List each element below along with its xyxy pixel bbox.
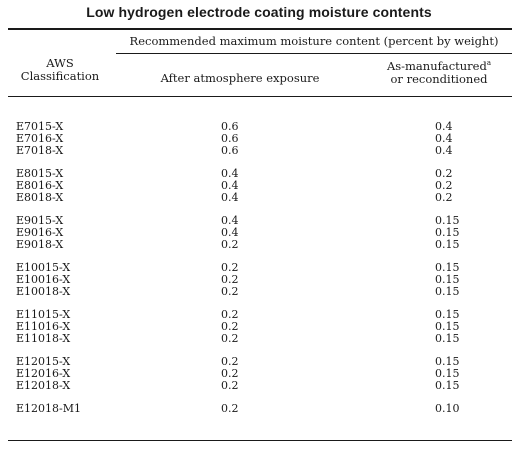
as-manufactured-header-line1: As-manufactureda <box>386 59 492 73</box>
after-exposure-cell: 0.6 <box>221 120 239 133</box>
after-exposure-cell: 0.4 <box>221 226 239 239</box>
as-manufactured-cell: 0.15 <box>435 238 460 251</box>
classification-cell: E8018-X <box>16 191 64 204</box>
column-group-header: Recommended maximum moisture content (pe… <box>129 34 499 48</box>
as-manufactured-cell: 0.15 <box>435 273 460 286</box>
classification-cell: E11015-X <box>16 308 71 321</box>
after-exposure-cell: 0.2 <box>221 355 239 368</box>
classification-cell: E7018-X <box>16 144 64 157</box>
table-row: E11018-X 0.2 0.15 <box>0 333 518 345</box>
classification-cell: E10018-X <box>16 285 71 298</box>
after-exposure-cell: 0.2 <box>221 261 239 274</box>
after-exposure-cell: 0.2 <box>221 379 239 392</box>
after-exposure-cell: 0.4 <box>221 214 239 227</box>
after-exposure-cell: 0.4 <box>221 179 239 192</box>
as-manufactured-cell: 0.15 <box>435 332 460 345</box>
after-exposure-cell: 0.2 <box>221 402 239 415</box>
as-manufactured-cell: 0.2 <box>435 179 453 192</box>
as-manufactured-header: As-manufactureda or reconditioned <box>370 57 508 86</box>
column-group-rule <box>116 53 512 54</box>
after-exposure-cell: 0.6 <box>221 144 239 157</box>
after-exposure-cell: 0.2 <box>221 367 239 380</box>
as-manufactured-cell: 0.15 <box>435 285 460 298</box>
as-manufactured-cell: 0.15 <box>435 320 460 333</box>
table-row: E11016-X 0.2 0.15 <box>0 321 518 333</box>
classification-cell: E12018-X <box>16 379 71 392</box>
as-manufactured-cell: 0.15 <box>435 379 460 392</box>
after-exposure-cell: 0.2 <box>221 332 239 345</box>
as-manufactured-cell: 0.2 <box>435 167 453 180</box>
aws-classification-header: AWS Classification <box>12 57 108 83</box>
after-exposure-cell: 0.2 <box>221 320 239 333</box>
classification-cell: E12015-X <box>16 355 71 368</box>
classification-cell: E11018-X <box>16 332 71 345</box>
after-exposure-cell: 0.4 <box>221 167 239 180</box>
as-manufactured-cell: 0.4 <box>435 120 453 133</box>
as-manufactured-cell: 0.10 <box>435 402 460 415</box>
table-row: E12018-X 0.2 0.15 <box>0 380 518 392</box>
row-group: E12018-M1 0.2 0.10 <box>0 403 518 415</box>
table-row: E7015-X 0.6 0.4 <box>0 121 518 133</box>
classification-cell: E9018-X <box>16 238 64 251</box>
after-exposure-cell: 0.4 <box>221 191 239 204</box>
table-row: E10016-X 0.2 0.15 <box>0 274 518 286</box>
row-group: E11015-X 0.2 0.15 E11016-X 0.2 0.15 E11018-X 0.… <box>0 309 518 345</box>
table-body: E7015-X 0.6 0.4 E7016-X 0.6 0.4 E7018-X 0.6 0.4 E… <box>0 121 518 426</box>
table-row: E8015-X 0.4 0.2 <box>0 168 518 180</box>
as-manufactured-cell: 0.15 <box>435 355 460 368</box>
table-row: E10015-X 0.2 0.15 <box>0 262 518 274</box>
table-row: E9015-X 0.4 0.15 <box>0 215 518 227</box>
classification-cell: E8015-X <box>16 167 64 180</box>
classification-cell: E9016-X <box>16 226 64 239</box>
classification-cell: E12018-M1 <box>16 402 82 415</box>
table-row: E8018-X 0.4 0.2 <box>0 192 518 204</box>
row-group: E8015-X 0.4 0.2 E8016-X 0.4 0.2 E8018-X 0.4 0.2 <box>0 168 518 204</box>
as-manufactured-header-line2: or reconditioned <box>390 72 488 86</box>
after-exposure-header: After atmosphere exposure <box>160 71 320 85</box>
aws-header-line1: AWS <box>46 56 74 70</box>
after-exposure-cell: 0.6 <box>221 132 239 145</box>
as-manufactured-cell: 0.15 <box>435 367 460 380</box>
as-manufactured-cell: 0.15 <box>435 214 460 227</box>
after-exposure-cell: 0.2 <box>221 285 239 298</box>
row-group: E7015-X 0.6 0.4 E7016-X 0.6 0.4 E7018-X 0.6 0.4 <box>0 121 518 157</box>
as-manufactured-cell: 0.4 <box>435 144 453 157</box>
bottom-rule <box>8 440 512 441</box>
classification-cell: E7015-X <box>16 120 64 133</box>
table-row: E11015-X 0.2 0.15 <box>0 309 518 321</box>
table-row: E12015-X 0.2 0.15 <box>0 356 518 368</box>
table-row: E9016-X 0.4 0.15 <box>0 227 518 239</box>
top-rule <box>8 28 512 30</box>
table-row: E9018-X 0.2 0.15 <box>0 239 518 251</box>
table-row: E7016-X 0.6 0.4 <box>0 133 518 145</box>
row-group: E9015-X 0.4 0.15 E9016-X 0.4 0.15 E9018-X 0.2 0.… <box>0 215 518 251</box>
table-title: Low hydrogen electrode coating moisture … <box>86 4 432 20</box>
table-row: E12016-X 0.2 0.15 <box>0 368 518 380</box>
row-group: E12015-X 0.2 0.15 E12016-X 0.2 0.15 E12018-X 0.… <box>0 356 518 392</box>
table-row: E7018-X 0.6 0.4 <box>0 145 518 157</box>
table-row: E10018-X 0.2 0.15 <box>0 286 518 298</box>
classification-cell: E12016-X <box>16 367 71 380</box>
after-exposure-cell: 0.2 <box>221 308 239 321</box>
classification-cell: E11016-X <box>16 320 71 333</box>
after-exposure-cell: 0.2 <box>221 273 239 286</box>
footnote-marker: a <box>486 59 492 67</box>
table-row: E8016-X 0.4 0.2 <box>0 180 518 192</box>
as-manufactured-cell: 0.2 <box>435 191 453 204</box>
as-manufactured-cell: 0.15 <box>435 261 460 274</box>
classification-cell: E7016-X <box>16 132 64 145</box>
classification-cell: E10015-X <box>16 261 71 274</box>
after-exposure-cell: 0.2 <box>221 238 239 251</box>
as-manufactured-cell: 0.15 <box>435 308 460 321</box>
classification-cell: E8016-X <box>16 179 64 192</box>
classification-cell: E10016-X <box>16 273 71 286</box>
as-manufactured-cell: 0.4 <box>435 132 453 145</box>
aws-header-line2: Classification <box>20 69 100 83</box>
header-bottom-rule <box>8 96 512 97</box>
table-row: E12018-M1 0.2 0.10 <box>0 403 518 415</box>
row-group: E10015-X 0.2 0.15 E10016-X 0.2 0.15 E10018-X 0.… <box>0 262 518 298</box>
classification-cell: E9015-X <box>16 214 64 227</box>
as-manufactured-cell: 0.15 <box>435 226 460 239</box>
